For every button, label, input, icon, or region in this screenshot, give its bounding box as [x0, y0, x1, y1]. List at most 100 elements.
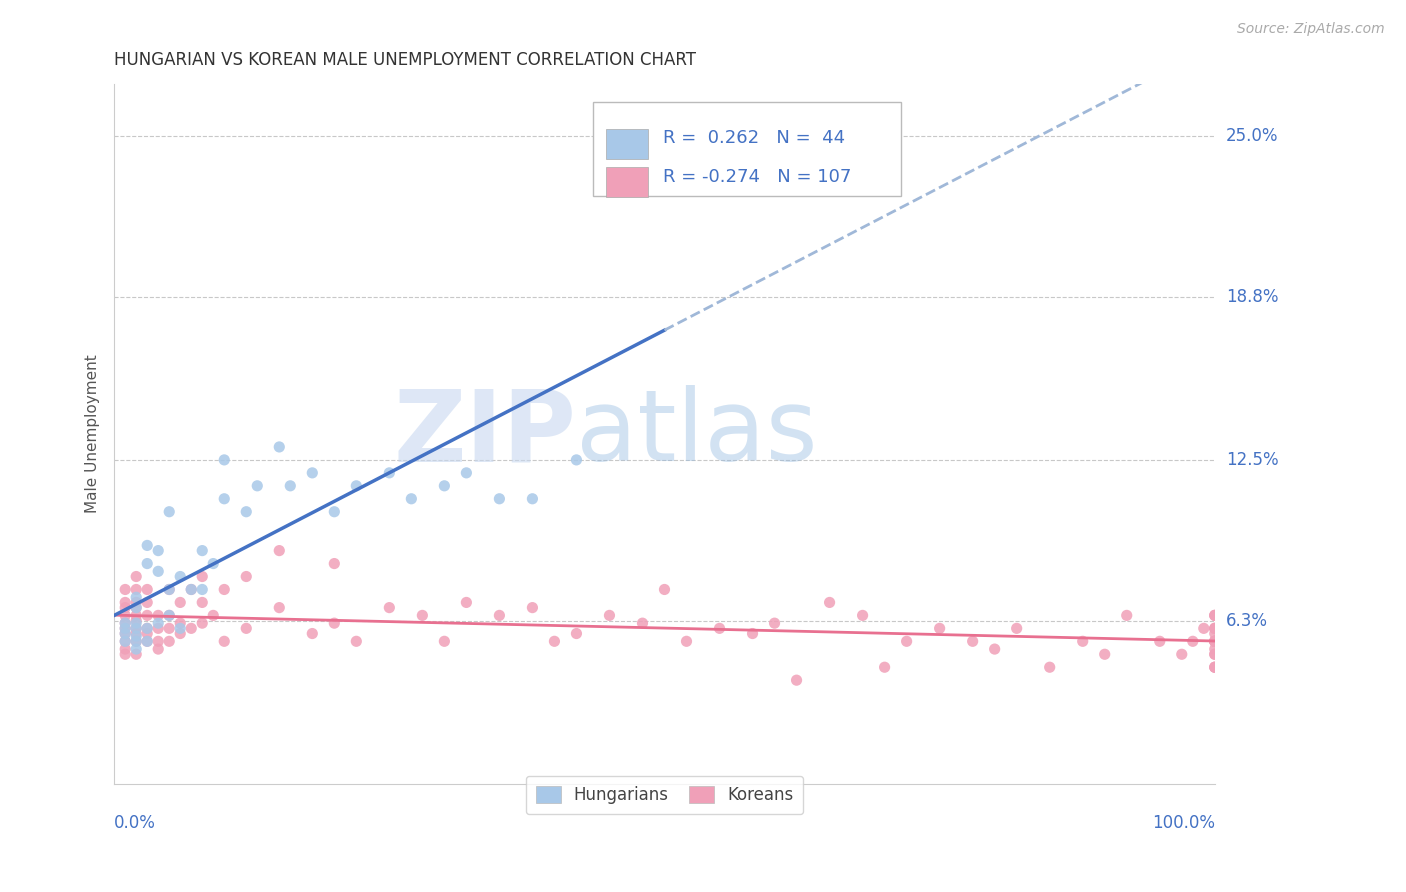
Point	[136, 608, 159, 623]
Point	[191, 582, 214, 597]
Text: Source: ZipAtlas.com: Source: ZipAtlas.com	[1237, 22, 1385, 37]
Point	[114, 608, 136, 623]
Point	[148, 642, 170, 657]
Point	[125, 614, 148, 628]
Point	[169, 626, 191, 640]
Point	[212, 491, 235, 506]
Text: HUNGARIAN VS KOREAN MALE UNEMPLOYMENT CORRELATION CHART: HUNGARIAN VS KOREAN MALE UNEMPLOYMENT CO…	[114, 51, 696, 69]
Point	[1192, 621, 1215, 635]
FancyBboxPatch shape	[606, 129, 648, 159]
Point	[235, 569, 257, 583]
Point	[1204, 608, 1226, 623]
Point	[401, 491, 423, 506]
Point	[983, 642, 1005, 657]
Point	[136, 634, 159, 648]
Point	[191, 543, 214, 558]
Point	[456, 466, 478, 480]
Point	[114, 595, 136, 609]
Point	[543, 634, 565, 648]
Text: R =  0.262   N =  44: R = 0.262 N = 44	[664, 128, 845, 146]
Point	[125, 642, 148, 657]
Point	[488, 491, 510, 506]
Point	[180, 582, 202, 597]
Point	[157, 582, 180, 597]
Point	[136, 538, 159, 552]
Point	[873, 660, 896, 674]
Point	[741, 626, 763, 640]
Point	[157, 582, 180, 597]
Point	[169, 621, 191, 635]
Point	[191, 616, 214, 631]
Point	[114, 616, 136, 631]
Point	[114, 600, 136, 615]
Legend: Hungarians, Koreans: Hungarians, Koreans	[526, 776, 803, 814]
Point	[488, 608, 510, 623]
Point	[114, 634, 136, 648]
Point	[114, 647, 136, 661]
Y-axis label: Male Unemployment: Male Unemployment	[86, 355, 100, 514]
Point	[1204, 608, 1226, 623]
Point	[125, 647, 148, 661]
Point	[620, 150, 643, 164]
Point	[125, 626, 148, 640]
Point	[818, 595, 841, 609]
Point	[191, 595, 214, 609]
Point	[125, 629, 148, 643]
Point	[148, 608, 170, 623]
Point	[148, 621, 170, 635]
Point	[301, 466, 323, 480]
Text: 18.8%: 18.8%	[1226, 287, 1278, 306]
Point	[269, 600, 291, 615]
Point	[1204, 621, 1226, 635]
FancyBboxPatch shape	[606, 167, 648, 196]
Point	[125, 634, 148, 648]
Point	[180, 621, 202, 635]
Point	[157, 621, 180, 635]
Point	[212, 582, 235, 597]
Point	[323, 557, 346, 571]
Text: 100.0%: 100.0%	[1152, 814, 1215, 832]
Point	[125, 616, 148, 631]
Point	[148, 565, 170, 579]
Point	[136, 582, 159, 597]
Point	[1204, 660, 1226, 674]
Point	[631, 616, 654, 631]
Point	[148, 634, 170, 648]
Point	[1204, 621, 1226, 635]
Point	[1204, 626, 1226, 640]
Point	[323, 616, 346, 631]
Point	[1204, 634, 1226, 648]
Point	[125, 569, 148, 583]
Point	[1039, 660, 1062, 674]
Point	[1204, 634, 1226, 648]
Point	[136, 595, 159, 609]
Point	[598, 608, 620, 623]
Text: R = -0.274   N = 107: R = -0.274 N = 107	[664, 169, 852, 186]
Point	[136, 626, 159, 640]
Point	[125, 634, 148, 648]
Text: 25.0%: 25.0%	[1226, 127, 1278, 145]
Point	[1181, 634, 1204, 648]
Point	[654, 582, 676, 597]
Point	[136, 634, 159, 648]
Point	[125, 621, 148, 635]
Point	[323, 505, 346, 519]
Point	[136, 621, 159, 635]
Point	[114, 626, 136, 640]
Point	[157, 608, 180, 623]
Text: 0.0%: 0.0%	[114, 814, 156, 832]
Point	[114, 642, 136, 657]
Point	[148, 543, 170, 558]
Point	[235, 621, 257, 635]
Point	[565, 626, 588, 640]
Point	[125, 591, 148, 605]
Point	[114, 621, 136, 635]
Point	[852, 608, 875, 623]
Point	[114, 634, 136, 648]
Point	[522, 600, 544, 615]
Point	[125, 600, 148, 615]
Point	[1204, 634, 1226, 648]
Point	[709, 621, 731, 635]
Point	[1204, 634, 1226, 648]
Point	[269, 440, 291, 454]
